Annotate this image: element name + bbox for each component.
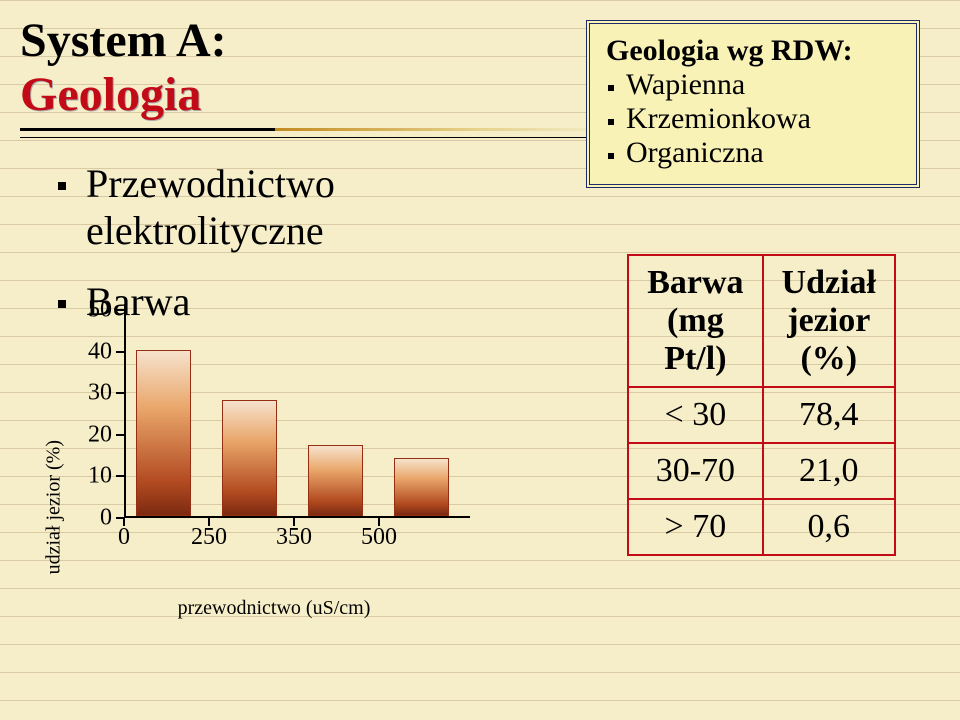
info-item: Wapienna (606, 68, 900, 102)
table-cell: 0,6 (763, 499, 895, 555)
chart-plot-area: 010203040500250350500 (124, 310, 464, 518)
chart-axis-y (124, 304, 126, 518)
info-item: Krzemionkowa (606, 102, 900, 136)
bullet-dot-icon (608, 85, 614, 91)
table-header-cell: Barwa(mgPt/l) (628, 255, 762, 387)
table-cell: > 70 (628, 499, 762, 555)
bar-chart: udział jezior (%) 010203040500250350500 … (64, 310, 484, 570)
chart-ytick-label: 30 (88, 380, 124, 407)
left-column: Przewodnictwo elektrolityczne Barwa (58, 160, 578, 325)
chart-ytick-label: 50 (88, 297, 124, 324)
table-cell: < 30 (628, 387, 762, 443)
chart-ytick-label: 40 (88, 338, 124, 365)
table-row: > 70 0,6 (628, 499, 895, 555)
table-cell: 30-70 (628, 443, 762, 499)
chart-bar (222, 400, 277, 516)
table-cell: 78,4 (763, 387, 895, 443)
bullet-dot-icon (58, 182, 66, 190)
chart-bar (394, 458, 449, 516)
chart-bar (136, 350, 191, 516)
table-row: 30-70 21,0 (628, 443, 895, 499)
title-line2: Geologia (20, 68, 227, 122)
chart-xtick-label: 500 (361, 518, 397, 551)
table-header-cell: Udziałjezior(%) (763, 255, 895, 387)
title-line1: System A: (20, 14, 227, 68)
bullet-text: Przewodnictwo elektrolityczne (86, 160, 578, 254)
chart-ytick-label: 20 (88, 421, 124, 448)
title-underline (20, 128, 620, 138)
table-cell: 21,0 (763, 443, 895, 499)
barwa-table: Barwa(mgPt/l) Udziałjezior(%) < 30 78,4 … (627, 254, 896, 556)
chart-y-label: udział jezior (%) (43, 440, 66, 574)
info-item: Organiczna (606, 136, 900, 170)
info-item-text: Organiczna (626, 136, 764, 170)
info-box-title: Geologia wg RDW: (606, 34, 900, 68)
bullet-item: Przewodnictwo elektrolityczne (58, 160, 578, 254)
info-item-text: Krzemionkowa (626, 102, 811, 136)
chart-x-label: przewodnictwo (uS/cm) (64, 597, 484, 620)
chart-xtick-label: 250 (191, 518, 227, 551)
bullet-dot-icon (608, 119, 614, 125)
chart-bar (308, 445, 363, 516)
slide: System A: Geologia Przewodnictwo elektro… (0, 0, 960, 720)
info-box: Geologia wg RDW: Wapienna Krzemionkowa O… (586, 20, 920, 188)
chart-ytick-label: 10 (88, 463, 124, 490)
table-header-row: Barwa(mgPt/l) Udziałjezior(%) (628, 255, 895, 387)
info-item-text: Wapienna (626, 68, 745, 102)
chart-xtick-label: 350 (276, 518, 312, 551)
bullet-dot-icon (608, 153, 614, 159)
bullet-dot-icon (58, 300, 66, 308)
table-row: < 30 78,4 (628, 387, 895, 443)
chart-xtick-label: 0 (118, 518, 130, 551)
